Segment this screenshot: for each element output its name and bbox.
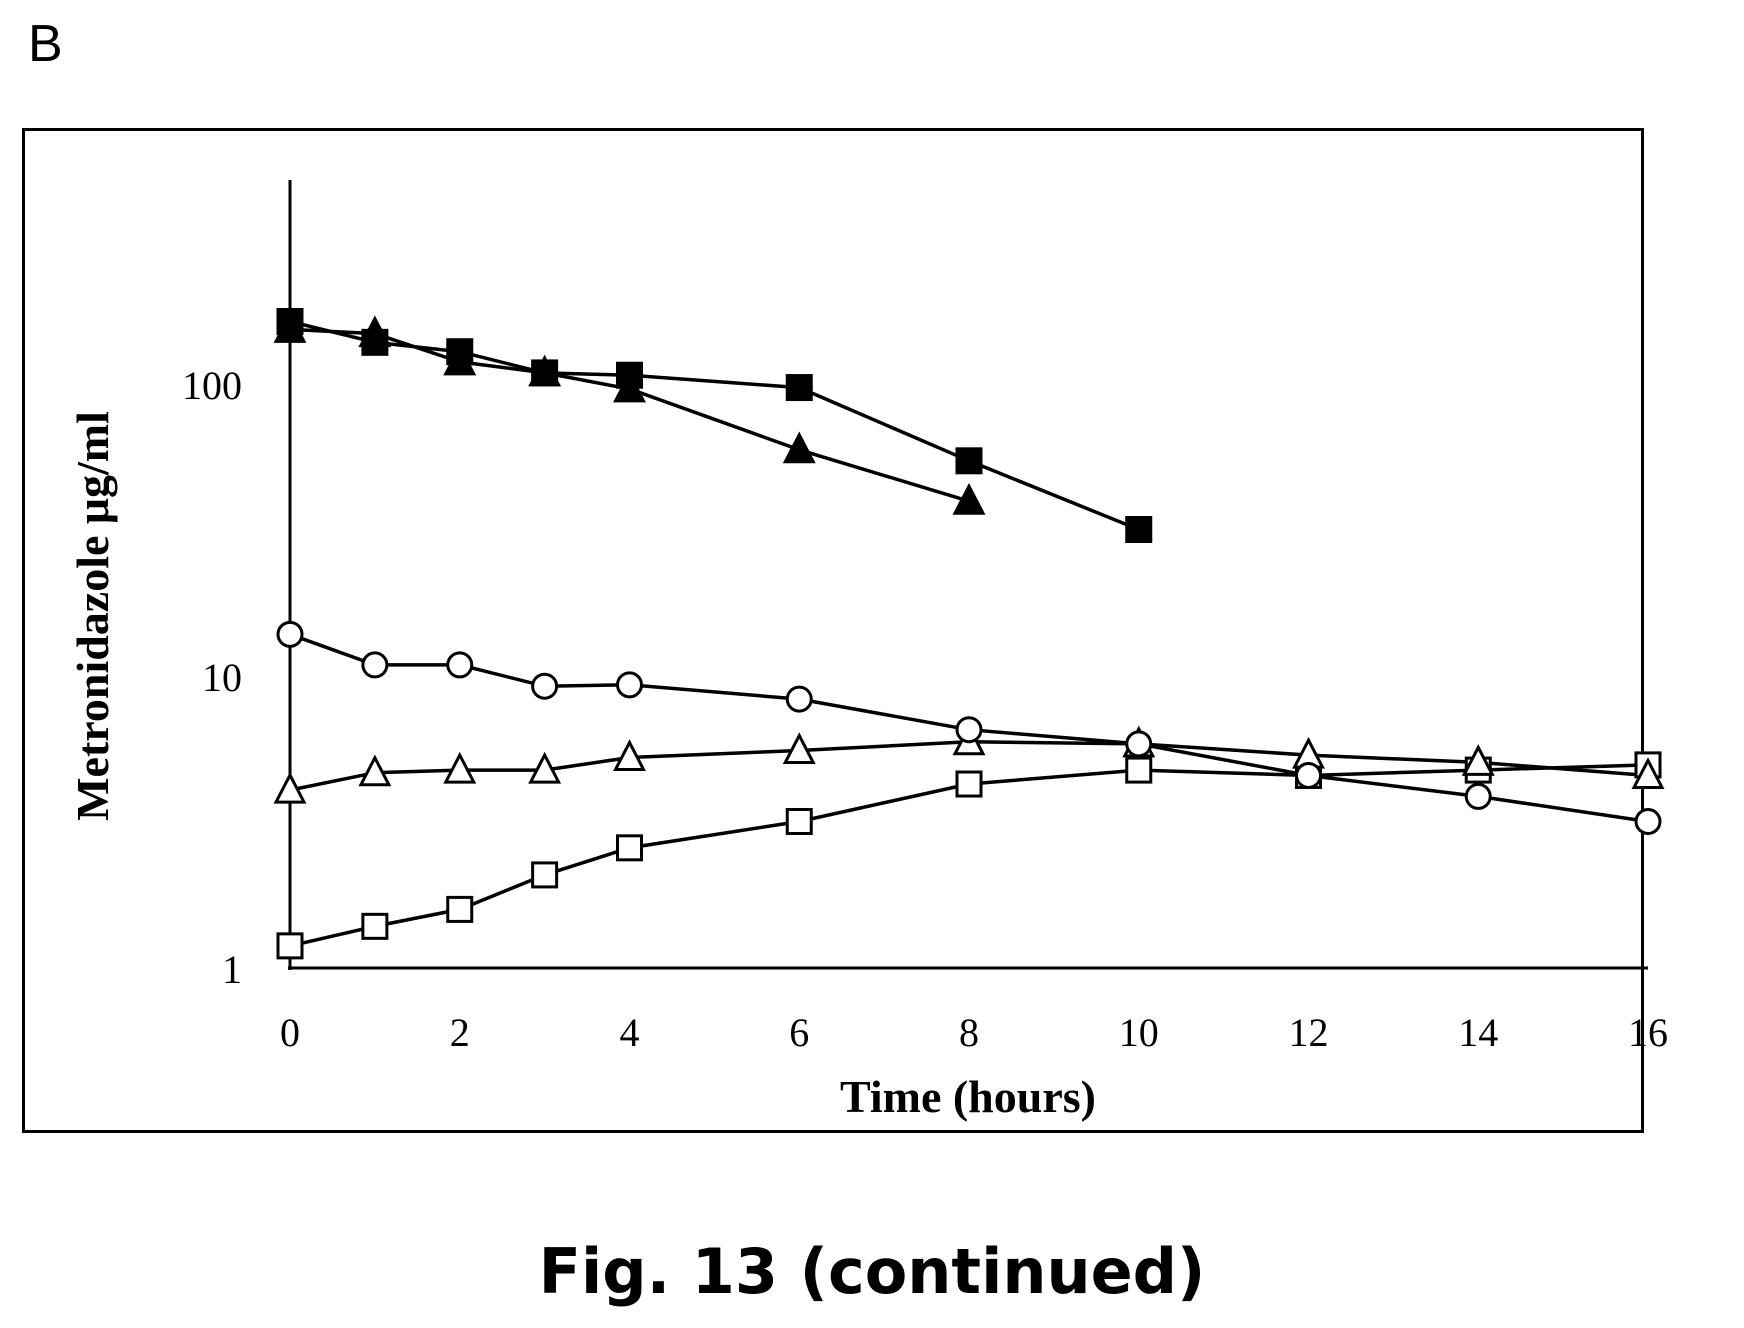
marker-open-square (955, 770, 983, 798)
marker-filled-triangle (952, 482, 986, 515)
marker-open-triangle (273, 771, 307, 804)
marker-filled-square (361, 328, 389, 356)
x-tick-label: 14 (1458, 1010, 1498, 1055)
marker-open-circle (1634, 807, 1662, 835)
x-tick-label: 6 (789, 1010, 809, 1055)
y-tick-label: 10 (202, 655, 242, 700)
y-tick-label: 100 (182, 363, 242, 408)
marker-open-square (785, 807, 813, 835)
marker-open-circle (276, 620, 304, 648)
series-line-filled-square (289, 319, 1140, 532)
marker-open-square (1125, 756, 1153, 784)
marker-open-circle (1464, 782, 1492, 810)
marker-filled-square (785, 374, 813, 402)
marker-filled-square (1125, 515, 1153, 543)
marker-open-triangle (443, 751, 477, 784)
x-tick-label: 0 (280, 1010, 300, 1055)
x-tick-label: 8 (959, 1010, 979, 1055)
marker-open-triangle (358, 754, 392, 787)
x-tick-label: 12 (1289, 1010, 1329, 1055)
marker-open-triangle (782, 732, 816, 765)
marker-filled-square (955, 447, 983, 475)
x-axis-title: Time (hours) (840, 1071, 1096, 1122)
marker-open-circle (785, 685, 813, 713)
marker-open-square (276, 932, 304, 960)
marker-open-circle (1125, 730, 1153, 758)
x-tick-label: 16 (1628, 1010, 1668, 1055)
figure-caption: Fig. 13 (continued) (538, 1235, 1206, 1308)
series-lines (289, 319, 1649, 948)
series-markers (273, 307, 1665, 960)
chart-frame (22, 128, 1644, 1133)
marker-filled-square (616, 361, 643, 389)
marker-filled-square (531, 359, 559, 387)
marker-open-circle (955, 716, 983, 744)
x-tick-label: 4 (620, 1010, 640, 1055)
y-tick-label: 1 (222, 947, 242, 992)
marker-filled-square (446, 338, 474, 366)
marker-open-circle (531, 672, 559, 700)
marker-open-square (531, 861, 559, 889)
marker-open-square (361, 912, 389, 940)
marker-open-square (616, 834, 643, 862)
marker-filled-triangle (782, 431, 816, 464)
panel-label: B (28, 15, 63, 73)
marker-open-circle (616, 671, 643, 699)
tick-labels: 0 2 4 6 8 10 12 14 16 1 10 100 (182, 363, 1668, 1055)
marker-open-triangle (1631, 757, 1665, 789)
marker-open-triangle (613, 739, 646, 772)
marker-open-circle (361, 651, 389, 679)
marker-open-square (446, 895, 474, 923)
y-axis-title: Metronidazole μg/ml (67, 411, 118, 821)
marker-open-triangle (528, 751, 562, 784)
marker-open-circle (446, 651, 474, 679)
x-tick-label: 2 (450, 1010, 470, 1055)
marker-filled-square (276, 307, 304, 335)
x-tick-label: 10 (1119, 1010, 1159, 1055)
marker-open-triangle (1461, 744, 1495, 776)
axes (288, 180, 1648, 970)
marker-open-circle (1295, 761, 1322, 789)
